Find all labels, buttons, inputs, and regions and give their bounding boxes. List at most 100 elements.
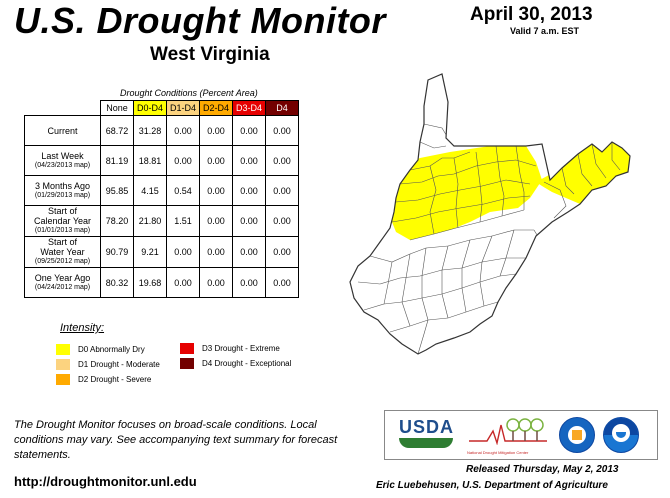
- row-label-text: Last Week: [41, 150, 84, 161]
- table-header-row: None D0-D4 D1-D4 D2-D4 D3-D4 D4: [25, 100, 299, 116]
- usda-logo: USDA: [399, 417, 454, 448]
- west-virginia-drought-map: [349, 73, 631, 355]
- table-row: Last Week (04/23/2013 map) 81.19 18.81 0.00 0…: [24, 145, 299, 176]
- table-cell: 0.00: [166, 236, 200, 268]
- row-label-date: (01/01/2013 map): [34, 227, 91, 234]
- legend-item-d4: D4 Drought - Exceptional: [180, 358, 291, 369]
- row-label: Start of Calendar Year (01/01/2013 map): [24, 205, 101, 237]
- table-cell: 78.20: [100, 205, 134, 237]
- legend-swatch: [56, 359, 70, 370]
- table-cell: 0.00: [265, 236, 299, 268]
- header-blank: [25, 101, 101, 116]
- table-cell: 0.00: [199, 236, 233, 268]
- legend-label: D2 Drought - Severe: [78, 375, 152, 384]
- row-label-text: Current: [47, 125, 78, 136]
- table-cell: 0.00: [265, 115, 299, 146]
- d0-area-north: [388, 146, 542, 240]
- legend-label: D1 Drought - Moderate: [78, 360, 160, 369]
- doc-seal-icon: [559, 417, 595, 453]
- table-cell: 0.00: [166, 267, 200, 298]
- disclaimer-note: The Drought Monitor focuses on broad-sca…: [14, 419, 338, 461]
- column-header: D3-D4: [232, 100, 266, 116]
- table-cell: 90.79: [100, 236, 134, 268]
- table-row: Start of Water Year (09/25/2012 map) 90.79…: [24, 236, 299, 268]
- legend-item-d0: D0 Abnormally Dry: [56, 344, 145, 355]
- legend-label: D0 Abnormally Dry: [78, 345, 145, 354]
- ndmc-logo-text: National Drought Mitigation Center: [467, 450, 529, 455]
- legend-swatch: [180, 343, 194, 354]
- table-row: Current 68.72 31.28 0.00 0.00 0.00 0.00: [24, 115, 299, 146]
- row-label-date: (04/24/2012 map): [34, 283, 91, 291]
- row-label-date: (04/23/2013 map): [34, 161, 91, 169]
- column-header: D1-D4: [166, 100, 200, 116]
- table-cell: 0.00: [199, 267, 233, 298]
- row-label-date: (09/25/2012 map): [34, 258, 91, 265]
- table-cell: 0.00: [232, 267, 266, 298]
- table-cell: 0.00: [232, 145, 266, 176]
- row-label-date: (01/29/2013 map): [34, 191, 91, 199]
- d0-area-east: [536, 142, 630, 204]
- valid-time: Valid 7 a.m. EST: [510, 26, 580, 36]
- legend-swatch: [180, 358, 194, 369]
- table-cell: 0.00: [199, 205, 233, 237]
- legend-swatch: [56, 344, 70, 355]
- table-cell: 81.19: [100, 145, 134, 176]
- table-cell: 0.00: [199, 145, 233, 176]
- row-label-text: Start of Water Year: [40, 237, 85, 257]
- table-cell: 0.00: [199, 175, 233, 206]
- table-cell: 0.00: [265, 267, 299, 298]
- legend-title: Intensity:: [60, 322, 105, 334]
- table-cell: 0.00: [265, 205, 299, 237]
- table-cell: 0.00: [265, 175, 299, 206]
- legend-label: D4 Drought - Exceptional: [202, 359, 292, 368]
- table-cell: 0.00: [232, 236, 266, 268]
- usda-logo-swoosh: [399, 438, 453, 448]
- noaa-logo-icon: [603, 417, 639, 453]
- row-label: 3 Months Ago (01/29/2013 map): [24, 175, 101, 206]
- table-cell: 19.68: [133, 267, 167, 298]
- table-cell: 31.28: [133, 115, 167, 146]
- table-caption: Drought Conditions (Percent Area): [120, 88, 258, 98]
- table-cell: 80.32: [100, 267, 134, 298]
- page-title: U.S. Drought Monitor: [14, 0, 386, 41]
- table-cell: 95.85: [100, 175, 134, 206]
- table-cell: 0.00: [166, 115, 200, 146]
- partner-logos: USDA National Drought Mitigation Center: [384, 410, 658, 460]
- drought-conditions-table: None D0-D4 D1-D4 D2-D4 D3-D4 D4 Current 6…: [24, 100, 299, 298]
- state-subtitle: West Virginia: [150, 44, 270, 65]
- column-header: D0-D4: [133, 100, 167, 116]
- county-lines: [357, 123, 621, 354]
- row-label: One Year Ago (04/24/2012 map): [24, 267, 101, 298]
- map-date: April 30, 2013: [470, 4, 593, 25]
- table-cell: 0.00: [232, 205, 266, 237]
- column-header: D4: [265, 100, 299, 116]
- row-label-text: One Year Ago: [34, 272, 91, 283]
- row-label-text: Start of Calendar Year: [33, 206, 92, 226]
- state-fill: [350, 74, 630, 354]
- usda-logo-text: USDA: [399, 417, 455, 437]
- table-cell: 4.15: [133, 175, 167, 206]
- table-cell: 18.81: [133, 145, 167, 176]
- legend-item-d2: D2 Drought - Severe: [56, 374, 151, 385]
- row-label: Start of Water Year (09/25/2012 map): [24, 236, 101, 268]
- table-cell: 0.54: [166, 175, 200, 206]
- table-cell: 0.00: [232, 115, 266, 146]
- column-header: D2-D4: [199, 100, 233, 116]
- legend-label: D3 Drought - Extreme: [202, 344, 280, 353]
- table-row: Start of Calendar Year (01/01/2013 map) 78…: [24, 205, 299, 237]
- legend-swatch: [56, 374, 70, 385]
- legend-item-d1: D1 Drought - Moderate: [56, 359, 160, 370]
- table-cell: 0.00: [166, 145, 200, 176]
- ndmc-trees-icon: [469, 418, 547, 446]
- ndmc-logo: National Drought Mitigation Center: [467, 415, 549, 455]
- table-cell: 9.21: [133, 236, 167, 268]
- column-header: None: [100, 100, 134, 116]
- author-credit: Eric Luebehusen, U.S. Department of Agri…: [376, 480, 608, 491]
- table-cell: 68.72: [100, 115, 134, 146]
- row-label-text: 3 Months Ago: [34, 180, 91, 191]
- table-row: 3 Months Ago (01/29/2013 map) 95.85 4.15 0.5…: [24, 175, 299, 206]
- release-date: Released Thursday, May 2, 2013: [466, 464, 619, 475]
- row-label: Last Week (04/23/2013 map): [24, 145, 101, 176]
- legend-item-d3: D3 Drought - Extreme: [180, 343, 280, 354]
- drought-monitor-link[interactable]: http://droughtmonitor.unl.edu: [14, 474, 197, 489]
